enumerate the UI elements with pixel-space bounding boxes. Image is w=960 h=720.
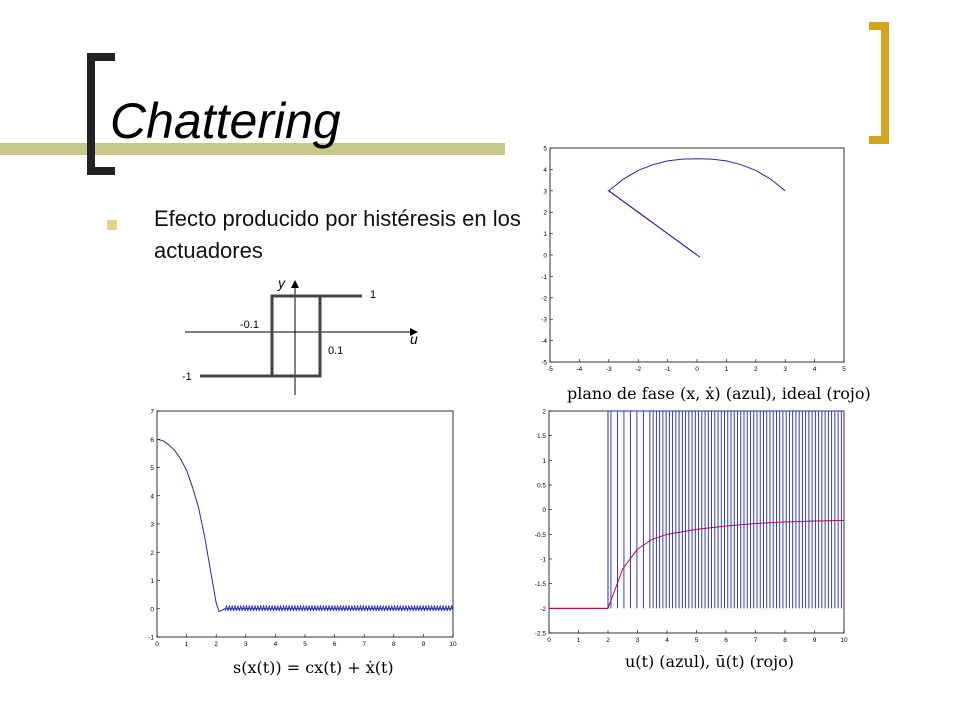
x-tick-label: 10	[449, 641, 457, 648]
y-tick-label: 4	[543, 167, 547, 174]
x-tick-label: 6	[724, 637, 728, 644]
right-bracket-top	[869, 22, 889, 30]
u-axis-arrow	[410, 328, 418, 336]
x-tick-label: -4	[577, 366, 583, 373]
label-bottom: -1	[182, 371, 192, 383]
x-tick-label: -2	[635, 366, 641, 373]
y-tick-label: 1	[543, 231, 547, 238]
phase-plane-caption: plano de fase (x, ẋ) (azul), ideal (rojo…	[567, 384, 871, 403]
label-left: -0.1	[240, 319, 259, 331]
u-label: u	[410, 331, 418, 347]
y-tick-label: 2	[543, 210, 547, 217]
y-tick-label: 1	[150, 578, 154, 585]
y-tick-label: 1.5	[537, 433, 546, 440]
accent-bar	[0, 143, 505, 155]
x-tick-label: -5	[547, 366, 553, 373]
x-tick-label: 1	[577, 637, 581, 644]
x-tick-label: 0	[155, 641, 159, 648]
x-tick-label: 10	[840, 637, 848, 644]
control-signal-chart: 0 1 2 3 4 5 6 7 8 9 10 -2.5 -2 -1.5 -1 -0.5 0 0.5 1 1.5 2	[535, 409, 848, 645]
y-tick-label: -5	[541, 360, 547, 367]
series-line-s	[156, 438, 453, 613]
y-tick-label: 3	[150, 522, 154, 529]
y-tick-label: -3	[541, 317, 547, 324]
y-tick-label: 5	[150, 465, 154, 472]
x-tick-label: 0	[695, 366, 699, 373]
x-tick-label: 5	[303, 641, 307, 648]
bullet-marker	[107, 220, 117, 230]
series-line-u	[549, 410, 844, 609]
y-tick-label: 5	[543, 146, 547, 153]
x-tick-label: 5	[842, 366, 846, 373]
y-tick-label: 4	[150, 493, 154, 500]
label-right: 0.1	[328, 345, 343, 357]
x-tick-label: 3	[244, 641, 248, 648]
x-tick-label: 2	[754, 366, 758, 373]
x-tick-label: -1	[665, 366, 671, 373]
x-tick-label: 5	[695, 637, 699, 644]
x-tick-label: 1	[185, 641, 189, 648]
x-tick-label: 2	[214, 641, 218, 648]
hysteresis-loop	[200, 294, 362, 378]
y-label: y	[277, 275, 286, 291]
y-tick-label: 6	[150, 437, 154, 444]
y-tick-label: -1	[541, 274, 547, 281]
x-tick-label: 0	[547, 637, 551, 644]
chattering-oscillation	[224, 605, 454, 612]
y-tick-label: 1	[542, 458, 546, 465]
y-tick-label: -2	[541, 295, 547, 302]
y-tick-label: -4	[541, 338, 547, 345]
left-bracket	[87, 53, 95, 175]
x-tick-label: 3	[636, 637, 640, 644]
y-tick-label: -2.5	[535, 631, 547, 638]
x-tick-label: 4	[274, 641, 278, 648]
hysteresis-diagram: y u 1 -1 -0.1 0.1	[182, 275, 418, 395]
sliding-surface-caption: s(x(t)) = cx(t) + ẋ(t)	[233, 658, 394, 677]
left-bracket-bottom	[87, 167, 115, 175]
x-tick-label: 8	[783, 637, 787, 644]
slide-title: Chattering	[110, 93, 341, 149]
plot-frame	[156, 410, 454, 638]
x-tick-label: 1	[725, 366, 729, 373]
label-top: 1	[370, 289, 376, 301]
right-bracket	[881, 22, 889, 144]
left-bracket-top	[87, 53, 115, 61]
phase-plane-chart: -5 -4 -3 -2 -1 0 1 2 3 4 5 -5 -4 -3 -2 -1 0 1 2 3 4 5	[541, 146, 846, 374]
x-tick-label: 8	[392, 641, 396, 648]
x-tick-label: 7	[754, 637, 758, 644]
y-tick-label: -1	[148, 635, 154, 642]
y-tick-label: -2	[540, 606, 546, 613]
x-tick-label: 9	[422, 641, 426, 648]
y-tick-label: 0.5	[537, 483, 546, 490]
y-tick-label: 0	[543, 253, 547, 260]
y-tick-label: 3	[543, 188, 547, 195]
series-line-	[549, 520, 845, 609]
x-tick-label: 4	[813, 366, 817, 373]
y-axis-arrow	[291, 280, 299, 288]
x-tick-label: 7	[362, 641, 366, 648]
control-signal-caption: u(t) (azul), ū(t) (rojo)	[625, 652, 795, 671]
x-tick-label: 3	[783, 366, 787, 373]
bullet-text: Efecto producido por histéresis en los a…	[154, 206, 521, 263]
right-bracket-bottom	[869, 136, 889, 144]
y-tick-label: 0	[542, 507, 546, 514]
hysteresis-loop-left	[200, 294, 320, 378]
chattering-jitter	[607, 189, 701, 258]
y-tick-label: 7	[150, 409, 154, 416]
series-line-azul	[607, 158, 786, 256]
x-tick-label: 6	[333, 641, 337, 648]
y-tick-label: -1.5	[535, 581, 547, 588]
x-tick-label: 9	[813, 637, 817, 644]
y-tick-label: 2	[542, 409, 546, 416]
y-tick-label: 0	[150, 606, 154, 613]
y-tick-label: -0.5	[535, 532, 547, 539]
y-tick-label: -1	[540, 557, 546, 564]
y-tick-label: 2	[150, 550, 154, 557]
x-tick-label: 2	[606, 637, 610, 644]
x-tick-label: -3	[606, 366, 612, 373]
x-tick-label: 4	[665, 637, 669, 644]
